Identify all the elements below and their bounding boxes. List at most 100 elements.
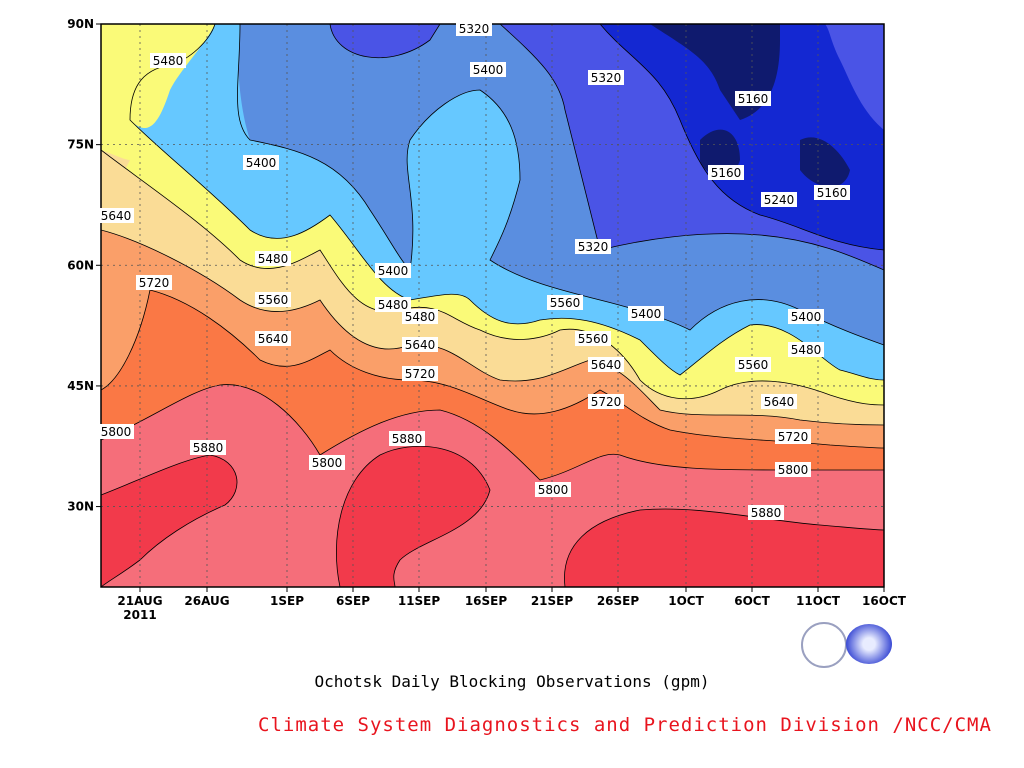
contour-label: 5560 [738,358,769,372]
contour-label-bg [470,62,506,77]
credit-line: Climate System Diagnostics and Predictio… [258,714,992,736]
contour-label-bg [575,331,611,346]
contour-label-bg [547,295,583,310]
contour-label: 5480 [405,310,436,324]
plot-frame [100,23,885,588]
contour-label: 5400 [791,310,822,324]
contour-label-bg [402,337,438,352]
contour-label: 5560 [550,296,581,310]
contour-label: 5800 [312,456,343,470]
contour-label-bg [814,185,850,200]
contour-label-bg [375,297,411,312]
contour-label-bg [255,292,291,307]
contour-label-bg [150,53,186,68]
x-tick-label: 1SEP [270,594,304,608]
ncc-logo [846,624,892,664]
contour-label-bg [775,429,811,444]
contour-label: 5560 [578,332,609,346]
contour-label: 5160 [817,186,848,200]
contour-label-bg [775,462,811,477]
y-tick-label: 45N [67,379,94,393]
contour-label-bg [456,21,492,36]
contour-labels: 5320 5480 5400 5320 5160 5400 5160 5240 5160 5640… [98,21,850,520]
contour-label-bg [190,440,226,455]
contour-label: 5880 [193,441,224,455]
x-tick-label: 11OCT [796,594,841,608]
contour-label-bg [375,263,411,278]
y-tick-label: 90N [67,17,94,31]
contour-label-bg [588,394,624,409]
contour-label: 5560 [258,293,289,307]
band-gt-5880-a [101,455,237,587]
contour-label: 5320 [459,22,490,36]
x-tick-label: 16SEP [465,594,508,608]
contour-label-bg [402,366,438,381]
x-year-label: 2011 [123,608,156,622]
bcc-logo [801,622,847,668]
contour-label-bg [761,192,797,207]
x-tick-label: 11SEP [398,594,441,608]
contour-label: 5880 [751,506,782,520]
contour-label: 5720 [405,367,436,381]
contour-label: 5640 [101,209,132,223]
contour-label: 5640 [405,338,436,352]
band-gt-5880-b [336,446,490,587]
x-tick-label: 6SEP [336,594,370,608]
contour-label: 5400 [378,264,409,278]
x-tick-label: 26AUG [184,594,229,608]
contour-label: 5400 [631,307,662,321]
contour-label: 5320 [578,240,609,254]
x-axis: 21AUG 26AUG 1SEP 6SEP 11SEP 16SEP 21SEP 26SEP 1O… [117,587,907,608]
contour-label-bg [588,357,624,372]
contour-label-bg [535,482,571,497]
contour-lines [101,24,884,587]
contour-label: 5880 [392,432,423,446]
y-tick-label: 30N [67,500,94,514]
contour-label-bg [788,309,824,324]
y-axis: 30N 45N 60N 75N 90N [67,17,101,514]
contour-label: 5240 [764,193,795,207]
x-tick-label: 16OCT [862,594,907,608]
contour-label-bg [98,208,134,223]
contour-label: 5400 [473,63,504,77]
contour-label-bg [98,424,134,439]
contour-label: 5480 [258,252,289,266]
band-5400-5480-topleft [170,24,250,140]
x-tick-label: 6OCT [734,594,770,608]
contour-label: 5800 [778,463,809,477]
contour-label-bg [588,70,624,85]
x-tick-label: 21SEP [531,594,574,608]
contour-label: 5320 [591,71,622,85]
band-gt-5880-c [564,508,884,587]
contour-label-bg [136,275,172,290]
contour-label-bg [761,394,797,409]
contour-label: 5160 [738,92,769,106]
y-tick-label: 60N [67,258,94,272]
contour-label-bg [788,342,824,357]
contour-fill-layer [101,24,884,587]
band-5480-5560-topleft [101,24,215,129]
x-tick-label: 21AUG [117,594,162,608]
band-5560-5640-left [101,150,130,210]
x-tick-label: 26SEP [597,594,640,608]
contour-label-bg [628,306,664,321]
contour-label-bg [575,239,611,254]
contour-label: 5160 [711,166,742,180]
contour-label: 5640 [764,395,795,409]
contour-label: 5480 [378,298,409,312]
contour-label-bg [255,251,291,266]
grid [101,24,884,587]
contour-label-bg [735,357,771,372]
contour-label: 5480 [791,343,822,357]
contour-label-bg [243,155,279,170]
contour-label-bg [748,505,784,520]
y-tick-label: 75N [67,138,94,152]
contour-label: 5720 [591,395,622,409]
contour-label: 5720 [139,276,170,290]
contour-label-bg [309,455,345,470]
contour-label: 5640 [591,358,622,372]
contour-label: 5720 [778,430,809,444]
chart-title: Ochotsk Daily Blocking Observations (gpm… [314,672,710,691]
contour-label-bg [708,165,744,180]
